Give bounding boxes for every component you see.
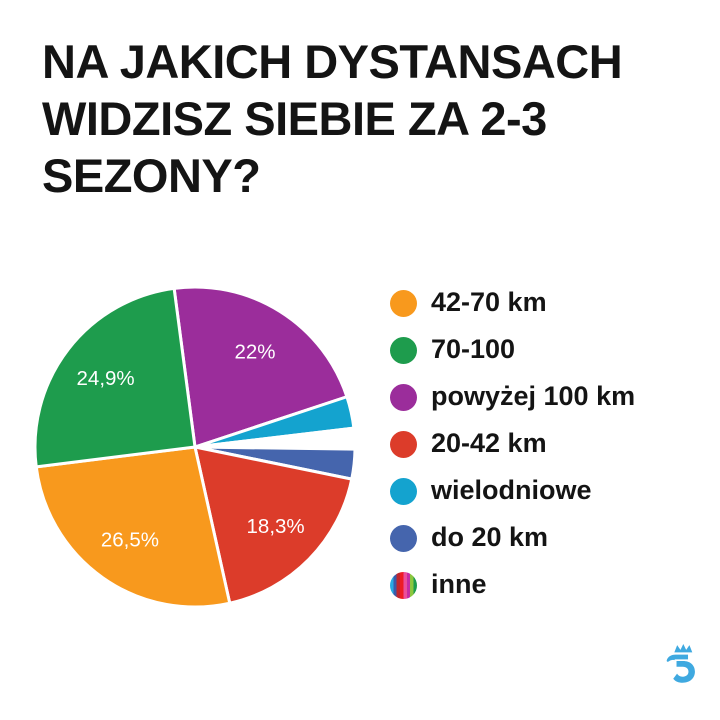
legend-swatch-42-70-km (390, 290, 417, 317)
legend-item-label: wielodniowe (431, 474, 592, 505)
legend-item: 20-42 km (390, 427, 635, 458)
crown-logo-icon (666, 643, 695, 683)
pie-slice-label: 18,3% (247, 515, 305, 538)
rooster-shape (666, 654, 695, 683)
legend-item-label: do 20 km (431, 521, 549, 552)
legend-swatch-70-100 (390, 337, 417, 364)
legend-item-label: inne (431, 568, 487, 599)
pie-slice-70-100 (33, 286, 197, 469)
pie-slice-label: 26,5% (101, 528, 159, 551)
crown-shape (674, 643, 693, 653)
pie-slice-42-70-km (34, 445, 232, 609)
page-title: NA JAKICH DYSTANSACH WIDZISZ SIEBIE ZA 2… (42, 35, 623, 202)
pie-slice-label: 22% (234, 340, 275, 363)
legend-item: do 20 km (390, 521, 635, 552)
pie-slice-20-42-km (193, 445, 354, 605)
legend-item: 42-70 km (390, 286, 635, 317)
legend-item: wielodniowe (390, 474, 635, 505)
legend: 42-70 km 70-100 powyżej 100 km 20-42 km wiel… (390, 286, 636, 619)
legend-item-label: 70-100 (431, 333, 516, 364)
legend-item-label: 20-42 km (431, 427, 547, 458)
legend-item-label: 42-70 km (431, 286, 547, 317)
pie-slice-label: 24,9% (77, 367, 135, 390)
brand-logo (664, 642, 700, 688)
legend-item: 70-100 (390, 333, 635, 364)
legend-swatch-20-42-km (390, 431, 417, 458)
legend-item: powyżej 100 km (390, 380, 636, 411)
pie-chart: 22% 18,3% 26,5% 24,9% (25, 277, 365, 617)
legend-swatch-powyżej-100-km (390, 384, 417, 411)
pie-chart-svg: 22% 18,3% 26,5% 24,9% (33, 285, 357, 609)
legend-swatch-wielodniowe (390, 478, 417, 505)
legend-item: inne (390, 568, 635, 599)
legend-swatch-do-20-km (390, 525, 417, 552)
legend-item-label: powyżej 100 km (431, 380, 636, 411)
legend-swatch-inne (390, 572, 417, 599)
pie-slice-powyżej-100-km (172, 285, 349, 449)
